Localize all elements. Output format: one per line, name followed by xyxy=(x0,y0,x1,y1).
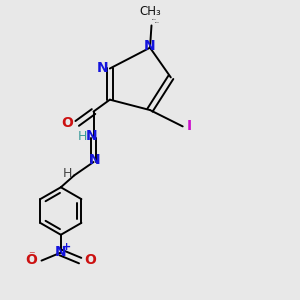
Text: N: N xyxy=(89,153,101,166)
Text: O: O xyxy=(62,116,74,130)
Text: N: N xyxy=(86,129,98,143)
Text: N: N xyxy=(55,245,67,259)
Text: H: H xyxy=(77,130,87,143)
Text: O: O xyxy=(84,253,96,267)
Text: methyl: methyl xyxy=(154,22,159,23)
Text: N: N xyxy=(97,61,108,75)
Text: +: + xyxy=(61,242,71,252)
Text: methyl: methyl xyxy=(152,19,156,20)
Text: I: I xyxy=(186,119,191,133)
Text: O: O xyxy=(26,253,38,267)
Text: CH₃: CH₃ xyxy=(139,5,161,18)
Text: N: N xyxy=(144,39,156,53)
Text: H: H xyxy=(63,167,72,179)
Text: ⁻: ⁻ xyxy=(28,249,35,262)
